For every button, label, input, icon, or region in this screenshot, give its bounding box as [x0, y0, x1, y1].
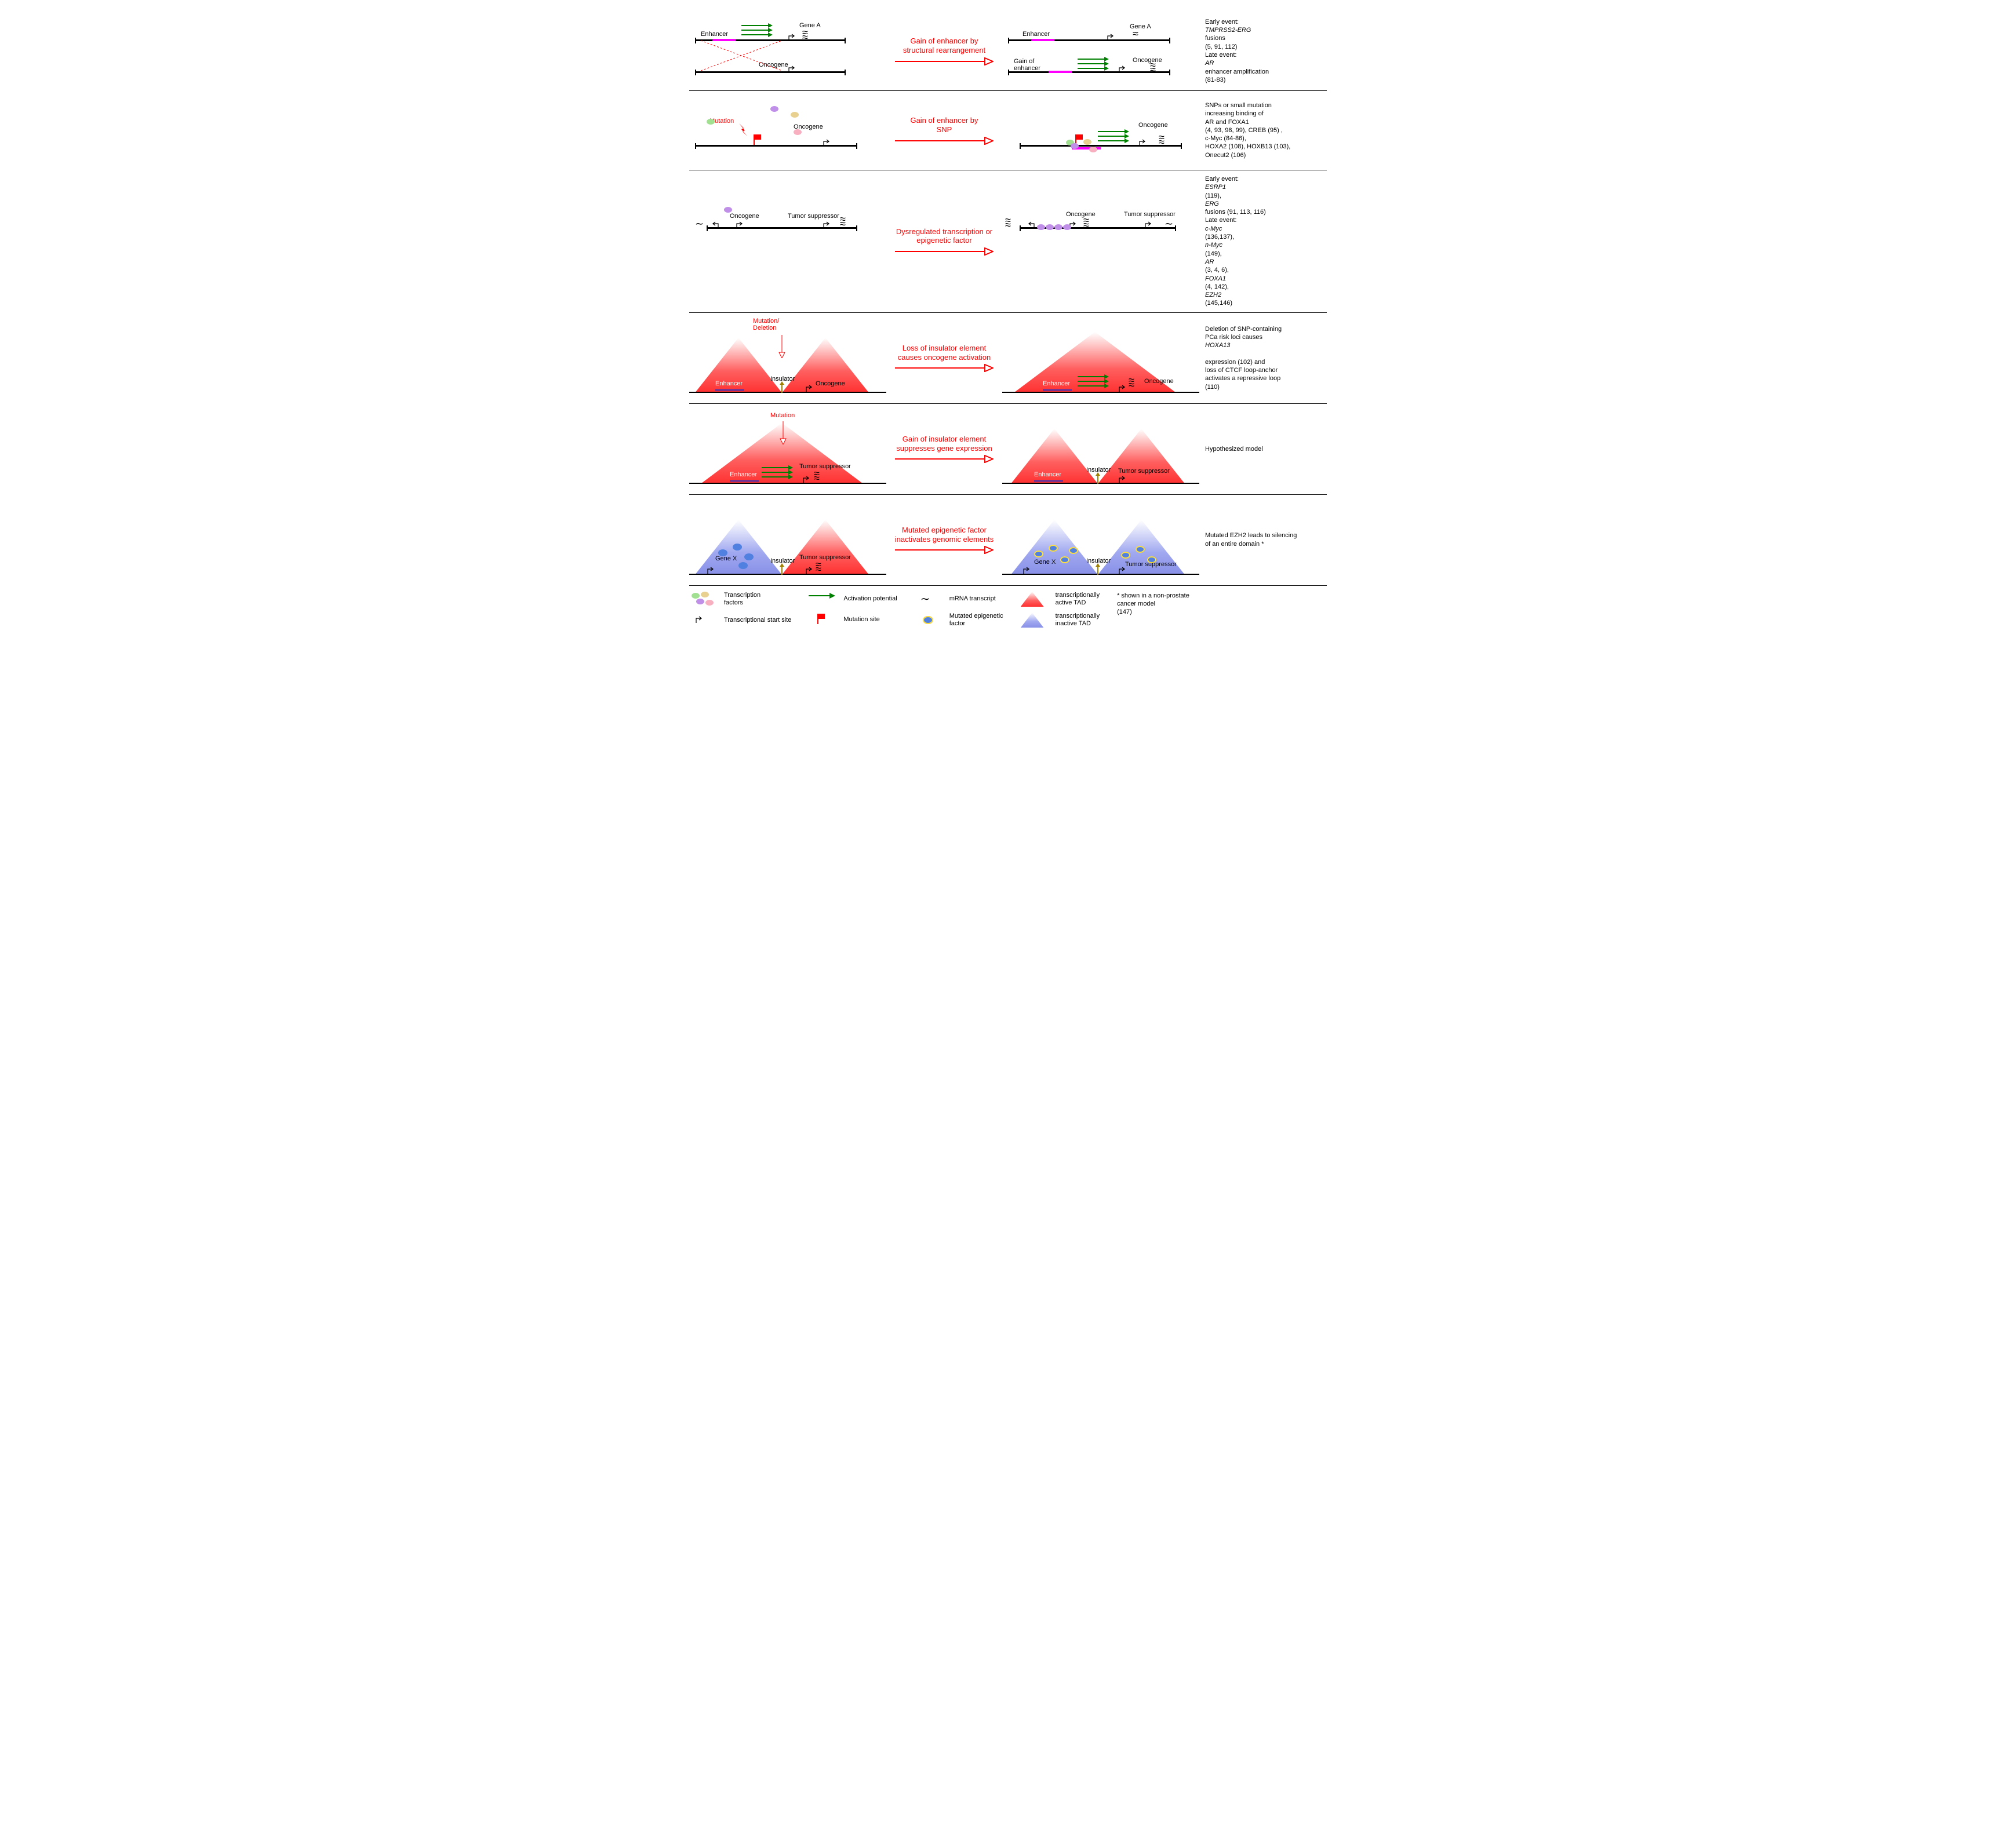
row-4-desc: Deletion of SNP-containingPCa risk loci … [1199, 318, 1321, 399]
legend-activation: Activation potential [809, 592, 897, 607]
row-2-desc: SNPs or small mutationincreasing binding… [1199, 96, 1321, 165]
figure-root: Enhancer Gene A ≈≈ Oncogene Gain of enha… [689, 12, 1327, 634]
panel-6-left: Insulator Gene X Tumor suppressor ≈≈ [689, 500, 886, 575]
row-structural-rearrangement: Enhancer Gene A ≈≈ Oncogene Gain of enha… [689, 12, 1327, 91]
transition-arrow [895, 57, 994, 65]
legend-tad-blue: transcriptionallyinactive TAD [1021, 613, 1100, 628]
row-gain-insulator: Mutation Enhancer Tumor suppressor ≈≈ Ga… [689, 404, 1327, 495]
lightning-icon [737, 123, 749, 137]
panel-6-right: Insulator Gene X Tumor suppressor [1002, 500, 1199, 575]
mrna-icon: ≈≈ [802, 30, 807, 39]
row-loss-insulator: Insulator Mutation/Deletion Enhancer Onc… [689, 313, 1327, 404]
row-1-desc: Early event:TMPRSS2-ERG fusions(5, 91, 1… [1199, 16, 1321, 86]
row-1-title: Gain of enhancer bystructural rearrangem… [903, 37, 985, 54]
tf-blob [707, 119, 715, 125]
legend-tad-red: transcriptionallyactive TAD [1021, 592, 1100, 607]
row-dysregulated: ∼ ≈≈ Oncogene Tumor suppressor Dysregula… [689, 170, 1327, 313]
mutation-flag-icon [753, 134, 762, 145]
legend: Transcriptionfactors Transcriptional sta… [689, 586, 1327, 634]
row-5-desc: Hypothesized model [1199, 409, 1321, 490]
panel-1-arrow: Gain of enhancer bystructural rearrangem… [886, 16, 1002, 86]
down-arrow-icon [778, 335, 786, 358]
tss-icon [788, 34, 795, 41]
legend-tf: Transcriptionfactors [689, 592, 791, 607]
panel-4-right: Enhancer ≈≈ Oncogene [1002, 318, 1199, 393]
row-mutated-epigenetic: Insulator Gene X Tumor suppressor ≈≈ Mut… [689, 495, 1327, 586]
panel-1-left: Enhancer Gene A ≈≈ Oncogene [689, 16, 886, 86]
mutated-epigenetic-icon [1034, 551, 1043, 557]
legend-mrna: ∼ mRNA transcript [915, 592, 1003, 607]
panel-4-left: Insulator Mutation/Deletion Enhancer Onc… [689, 318, 886, 393]
panel-1-right: Enhancer Gene A ≈ Gain ofenhancer Oncoge… [1002, 16, 1199, 86]
panel-3-right: ≈≈ ≈≈ ∼ Oncogene Tumor suppressor [1002, 175, 1199, 308]
row-snp: Mutation Oncogene Gain of enhancer bySNP… [689, 91, 1327, 170]
panel-2-right: Oncogene ≈≈ [1002, 96, 1199, 165]
insulator-icon [781, 384, 783, 393]
row-6-desc: Mutated EZH2 leads to silencingof an ent… [1199, 500, 1321, 581]
translocation-cross [701, 41, 782, 71]
panel-3-left: ∼ ≈≈ Oncogene Tumor suppressor [689, 175, 886, 308]
legend-footnote: * shown in a non-prostatecancer model(14… [1117, 592, 1221, 628]
panel-2-arrow: Gain of enhancer bySNP [886, 96, 1002, 165]
legend-tss: Transcriptional start site [689, 613, 791, 628]
row-3-desc: Early event:ESRP1 (119),ERG fusions (91,… [1199, 175, 1321, 308]
panel-5-left: Mutation Enhancer Tumor suppressor ≈≈ [689, 409, 886, 484]
panel-2-left: Mutation Oncogene [689, 96, 886, 165]
panel-5-right: Insulator Enhancer Tumor suppressor [1002, 409, 1199, 484]
legend-mutation: Mutation site [809, 613, 897, 628]
activation-arrows [741, 23, 776, 38]
label-enhancer: Enhancer [701, 31, 728, 38]
legend-mef: Mutated epigeneticfactor [915, 613, 1003, 628]
